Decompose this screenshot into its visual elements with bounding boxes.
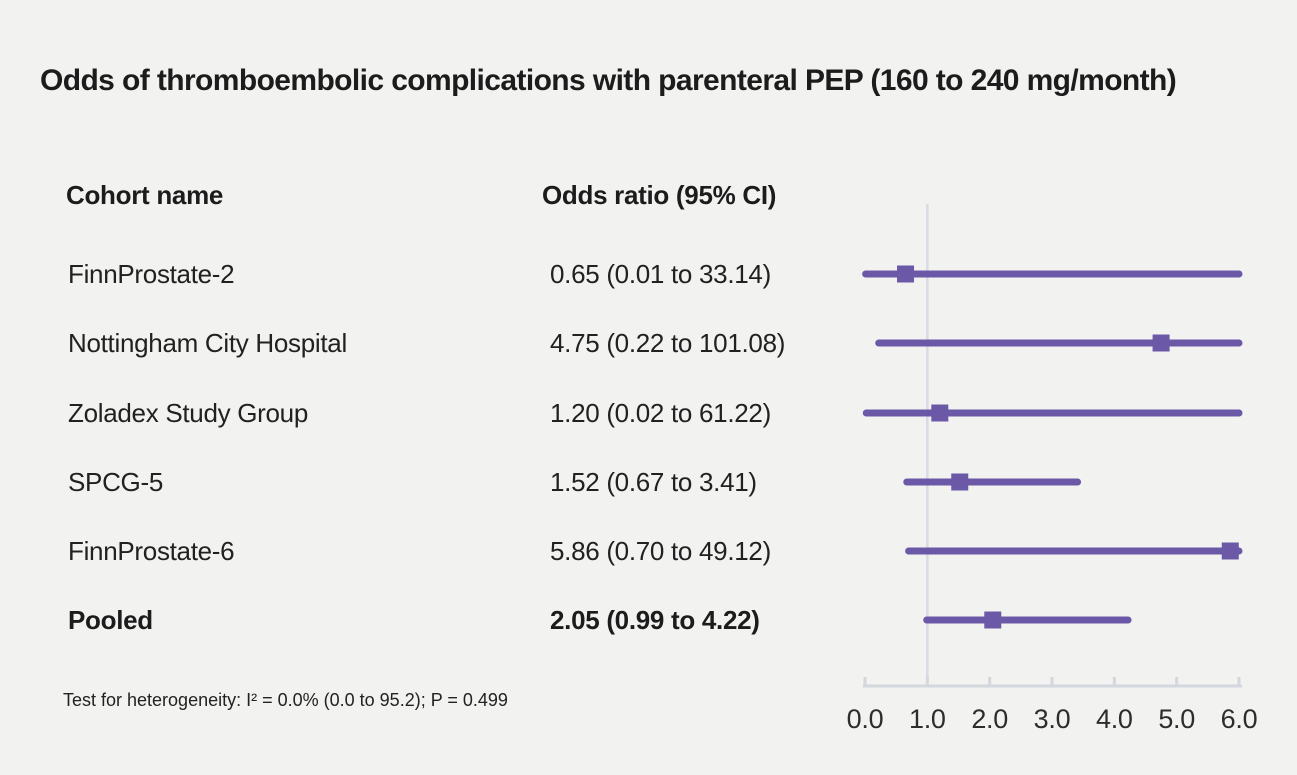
column-header-cohort: Cohort name xyxy=(66,180,224,210)
axis-tick-label: 5.0 xyxy=(1158,704,1195,734)
or-marker xyxy=(1221,542,1239,560)
or-marker xyxy=(984,611,1002,629)
axis-tick-label: 3.0 xyxy=(1034,704,1071,734)
cohort-label: Zoladex Study Group xyxy=(68,398,308,428)
or-marker xyxy=(931,404,949,422)
heterogeneity-footnote: Test for heterogeneity: I² = 0.0% (0.0 t… xyxy=(63,690,508,710)
cohort-label-pooled: Pooled xyxy=(68,605,153,635)
or-marker xyxy=(897,265,915,283)
axis-tick-label: 6.0 xyxy=(1221,704,1258,734)
or-marker xyxy=(1152,334,1170,352)
cohort-label: SPCG-5 xyxy=(68,467,164,497)
odds-ratio-value: 5.86 (0.70 to 49.12) xyxy=(550,536,771,566)
odds-ratio-value: 1.20 (0.02 to 61.22) xyxy=(550,398,771,428)
column-header-odds-ratio: Odds ratio (95% CI) xyxy=(542,180,777,210)
odds-ratio-value: 4.75 (0.22 to 101.08) xyxy=(550,328,786,358)
odds-ratio-value: 0.65 (0.01 to 33.14) xyxy=(550,259,771,289)
axis-tick-label: 4.0 xyxy=(1096,704,1133,734)
or-marker xyxy=(951,473,969,491)
cohort-label: Nottingham City Hospital xyxy=(68,328,347,358)
odds-ratio-value: 1.52 (0.67 to 3.41) xyxy=(550,467,757,497)
cohort-label: FinnProstate-6 xyxy=(68,536,235,566)
axis-tick-label: 1.0 xyxy=(909,704,946,734)
cohort-label: FinnProstate-2 xyxy=(68,259,235,289)
chart-title: Odds of thromboembolic complications wit… xyxy=(40,64,1177,97)
odds-ratio-value-pooled: 2.05 (0.99 to 4.22) xyxy=(550,605,760,635)
axis-tick-label: 0.0 xyxy=(847,704,884,734)
axis-tick-label: 2.0 xyxy=(971,704,1008,734)
